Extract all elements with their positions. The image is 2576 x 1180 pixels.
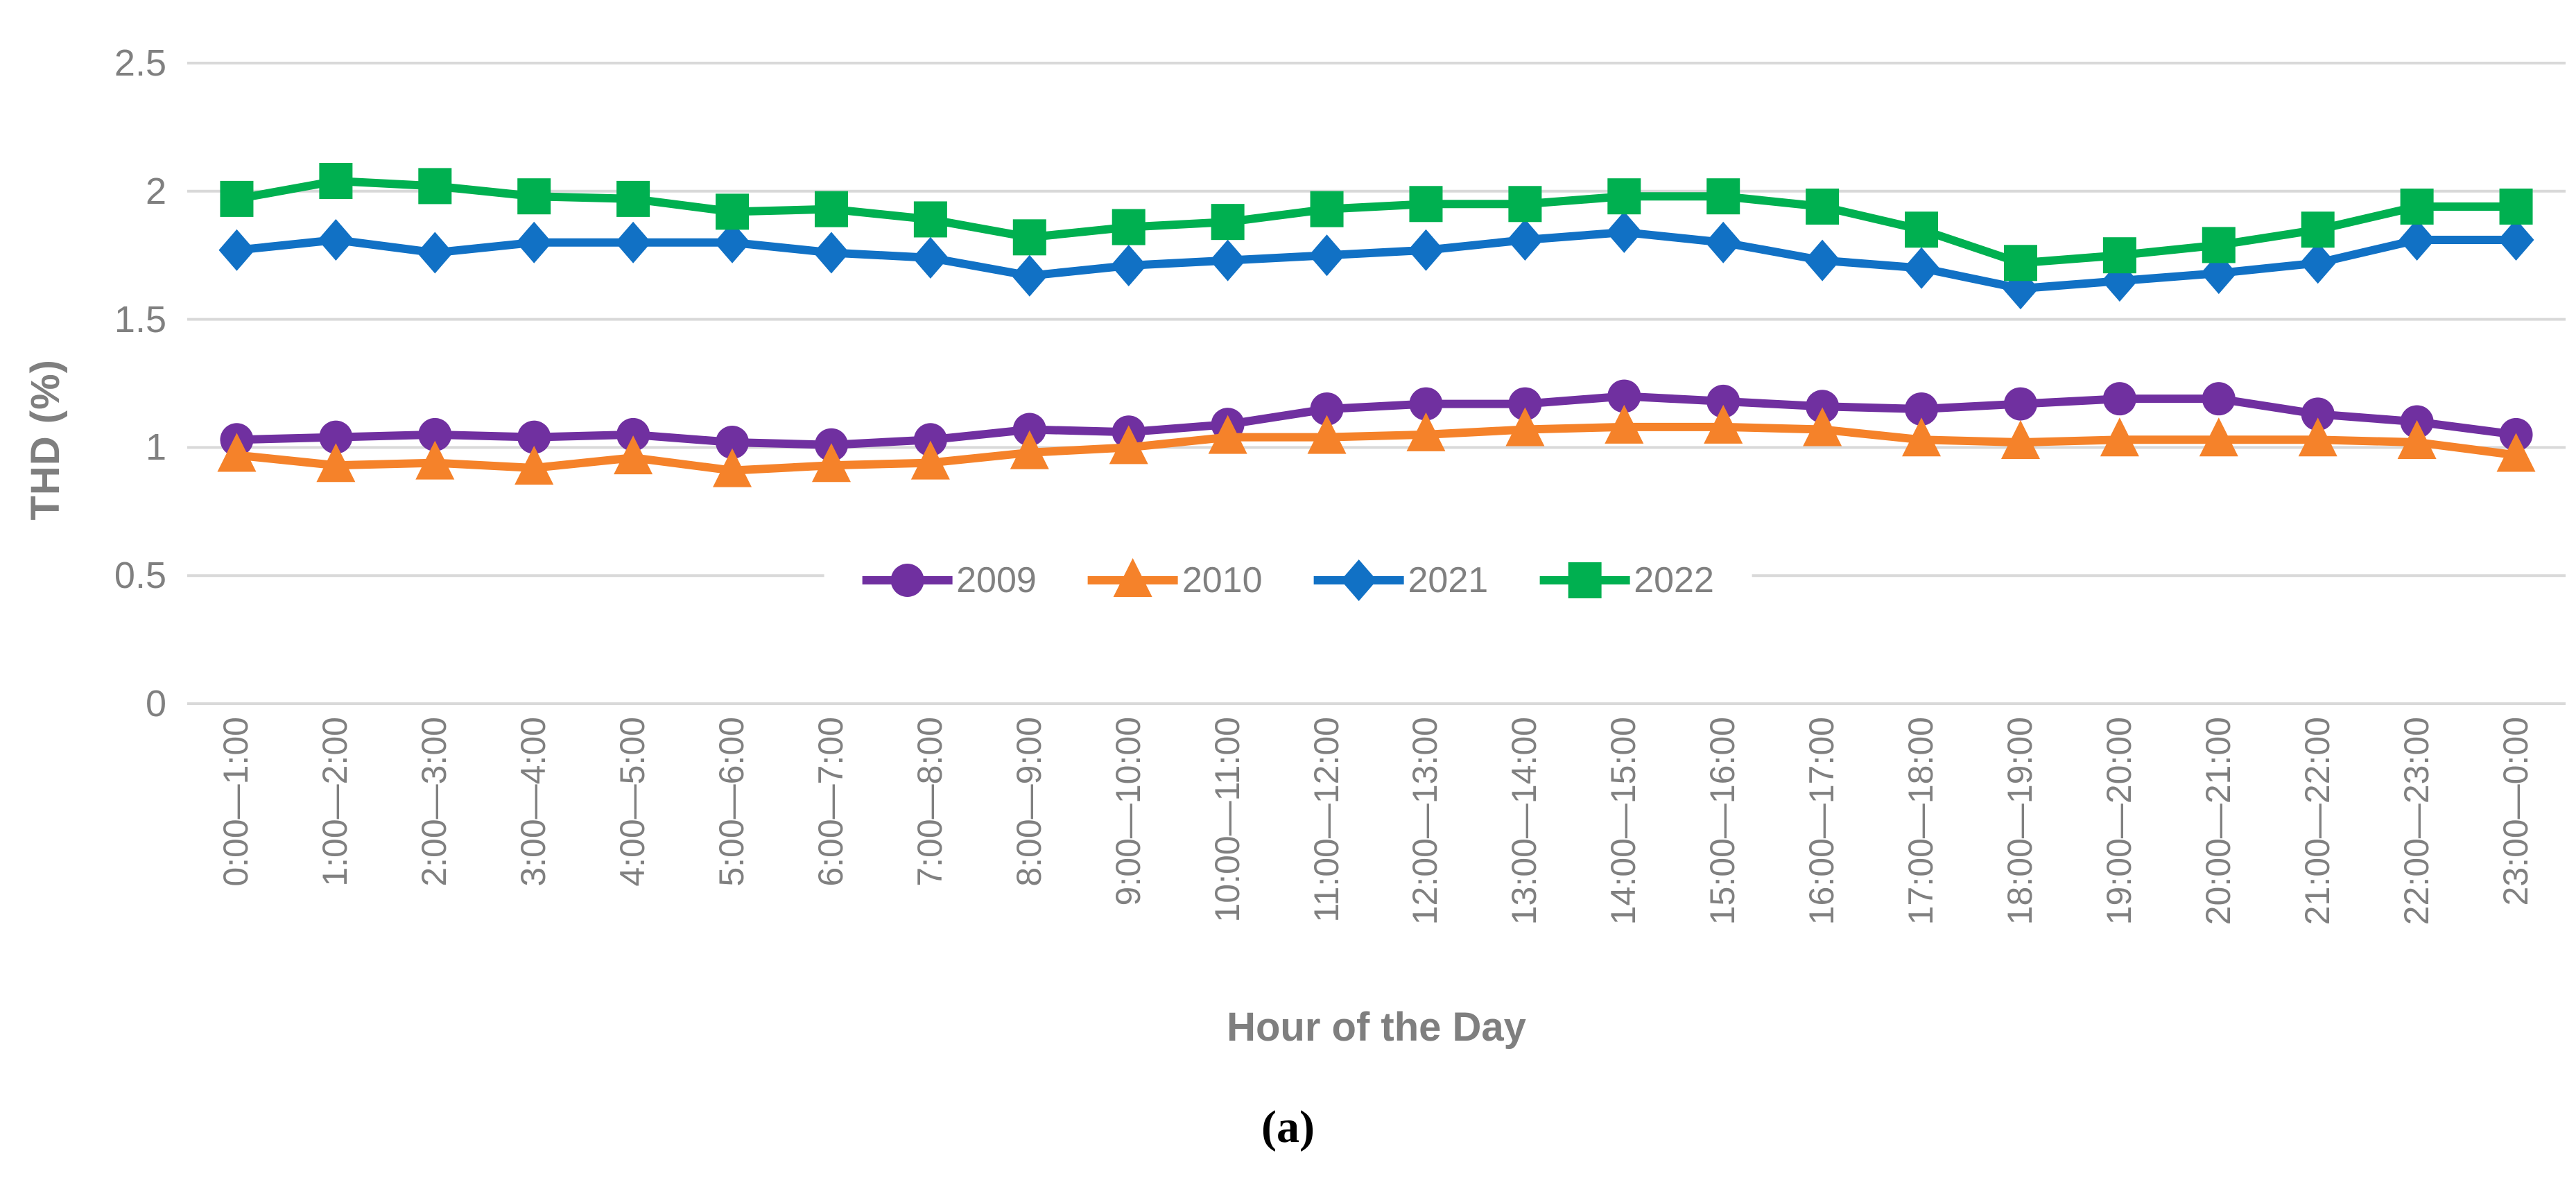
x-tick-label: 19:00—20:00 [2099, 717, 2138, 926]
x-tick-label: 3:00—4:00 [514, 717, 553, 887]
x-tick-label: 4:00—5:00 [613, 717, 652, 887]
x-tick-label: 6:00—7:00 [811, 717, 850, 887]
series-2010 [217, 404, 2536, 487]
x-tick-label: 8:00—9:00 [1009, 717, 1048, 887]
circle-marker-icon [862, 564, 953, 597]
x-tick-label: 17:00—18:00 [1901, 717, 1941, 926]
x-tick-label: 9:00—10:00 [1108, 717, 1148, 906]
x-tick-label: 18:00—19:00 [2000, 717, 2039, 926]
series-2022 [220, 163, 2533, 281]
x-tick-label: 11:00—12:00 [1306, 717, 1346, 923]
x-tick-label: 0:00—1:00 [216, 717, 256, 887]
series-line [236, 422, 2517, 475]
square-marker-icon [1539, 562, 1630, 598]
x-tick-label: 15:00—16:00 [1703, 717, 1743, 926]
y-tick-label: 1.5 [114, 298, 166, 340]
series-line [236, 227, 2516, 293]
legend-item-2010: 2010 [1087, 556, 1263, 605]
x-tick-label: 13:00—14:00 [1505, 717, 1544, 926]
y-tick-label: 0 [145, 683, 166, 725]
y-tick-label: 2 [145, 170, 166, 212]
figure-caption: (a) [1261, 1102, 1315, 1152]
plot-area [187, 62, 2566, 705]
x-tick-label: 20:00—21:00 [2198, 717, 2238, 926]
diamond-marker-icon [1313, 559, 1404, 601]
x-tick-label: 21:00—22:00 [2297, 717, 2337, 926]
legend-item-2021: 2021 [1313, 556, 1489, 605]
legend-label: 2022 [1634, 560, 1714, 600]
series-2009 [220, 379, 2533, 462]
legend-item-2009: 2009 [862, 556, 1037, 605]
legend-label: 2010 [1182, 560, 1263, 600]
x-tick-label: 14:00—15:00 [1604, 717, 1643, 926]
y-tick-label: 0.5 [114, 555, 166, 597]
legend-item-2022: 2022 [1539, 556, 1714, 605]
x-tick-label: 7:00—8:00 [910, 717, 949, 887]
y-tick-label: 2.5 [114, 42, 166, 84]
x-tick-label: 2:00—3:00 [415, 717, 454, 887]
x-tick-label: 16:00—17:00 [1802, 717, 1842, 926]
legend-label: 2021 [1408, 560, 1489, 600]
x-axis-title: Hour of the Day [1227, 1005, 1526, 1050]
y-tick-label: 1 [145, 426, 166, 469]
x-tick-label: 5:00—6:00 [712, 717, 752, 887]
series-2021 [218, 211, 2534, 310]
legend: 2009 2010 2021 2022 [824, 542, 1752, 618]
x-tick-label: 12:00—13:00 [1406, 717, 1445, 926]
legend-label: 2009 [956, 560, 1037, 600]
x-tick-label: 1:00—2:00 [315, 717, 355, 887]
x-tick-label: 22:00—23:00 [2396, 717, 2436, 926]
x-tick-label: 23:00—0:00 [2496, 717, 2535, 906]
x-tick-label: 10:00—11:00 [1207, 717, 1247, 923]
triangle-marker-icon [1087, 558, 1178, 597]
